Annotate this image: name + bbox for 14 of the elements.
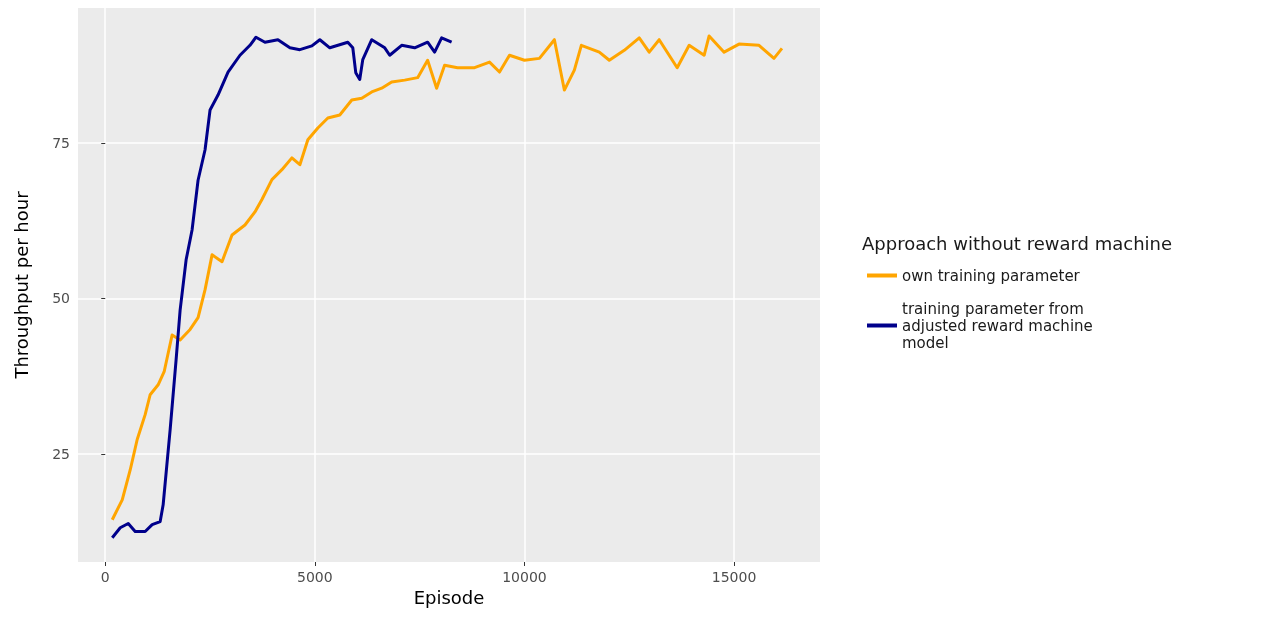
x-axis-title: Episode (413, 587, 485, 609)
legend-title: Approach without reward machine (862, 232, 1173, 254)
y-tick-label: 50 (52, 290, 70, 307)
y-tick-label: 75 (52, 134, 70, 151)
legend-label: training parameter from adjusted reward machine model (902, 299, 1098, 352)
line-series (110, 35, 454, 540)
y-axis-title: Throughput per hour (10, 190, 32, 380)
x-tick-label: 0 (100, 569, 110, 585)
line-series (110, 34, 784, 522)
y-tick-label: 25 (52, 445, 70, 462)
x-tick-label: 5000 (297, 569, 333, 585)
x-tick-label: 10000 (502, 569, 547, 585)
legend-label: own training parameter (902, 266, 1081, 285)
x-tick-label: 15000 (711, 569, 757, 585)
